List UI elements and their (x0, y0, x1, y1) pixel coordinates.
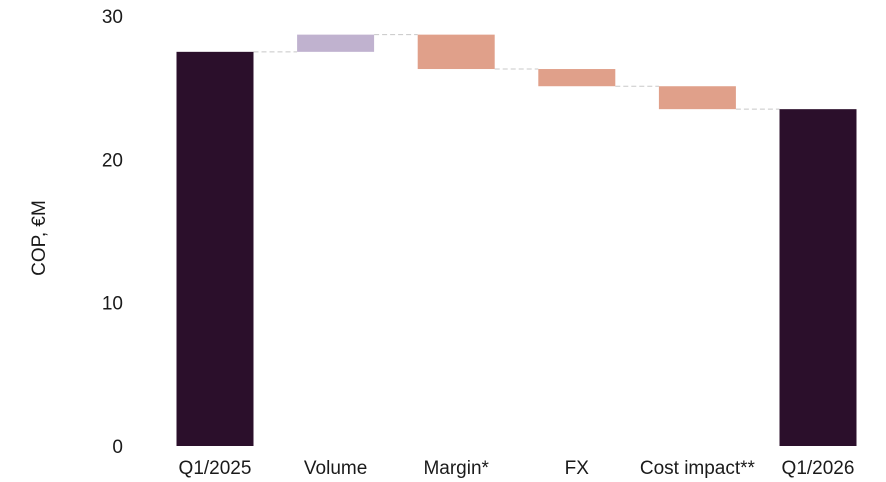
bar-q1-2026 (779, 109, 857, 447)
x-category-label: Margin* (423, 458, 489, 479)
y-tick-label: 10 (102, 294, 123, 315)
x-category-label: Q1/2026 (782, 458, 855, 479)
bar-fx (538, 69, 616, 87)
x-category-label: Q1/2025 (179, 458, 252, 479)
y-axis-title: COP, €M (29, 200, 50, 276)
connector-lines (253, 34, 780, 110)
bar-q1-2025 (176, 51, 254, 446)
x-category-label: Cost impact** (640, 458, 756, 479)
bar-cost-impact (658, 86, 736, 110)
y-tick-label: 0 (112, 437, 123, 458)
x-category-label: Volume (304, 458, 367, 479)
y-tick-label: 30 (102, 7, 123, 28)
bar-volume (297, 34, 375, 52)
x-axis-labels: Q1/2025 Volume Margin* FX Cost impact** Q1/20… (179, 458, 855, 479)
y-axis-ticks: 0 10 20 30 (102, 7, 123, 458)
x-category-label: FX (565, 458, 590, 479)
bars (176, 34, 857, 447)
bar-margin (417, 34, 495, 70)
y-tick-label: 20 (102, 150, 123, 171)
